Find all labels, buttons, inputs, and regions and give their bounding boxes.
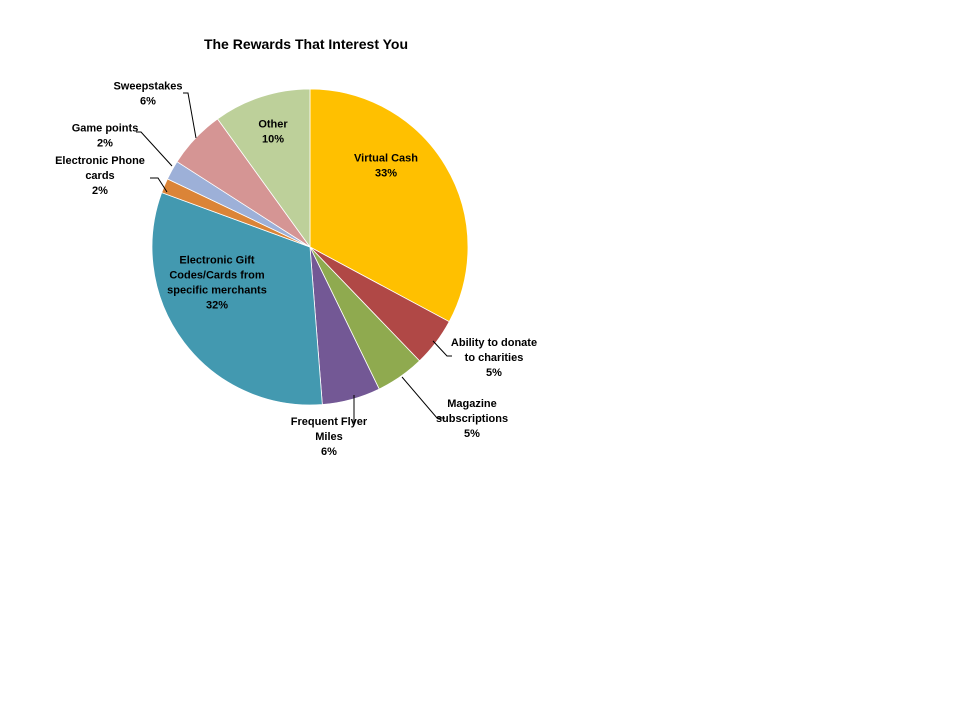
data-label-magazine-subscriptions: Magazine subscriptions 5% bbox=[436, 398, 508, 440]
data-label-frequent-flyer-miles: Frequent Flyer Miles 6% bbox=[291, 416, 368, 458]
slice-other bbox=[216, 88, 311, 249]
leader-line-game-points bbox=[136, 131, 173, 167]
slice-virtual-cash bbox=[309, 88, 469, 323]
data-label-electronic-phone-cards: Electronic Phone cards 2% bbox=[55, 155, 145, 197]
leader-line-sweepstakes bbox=[183, 92, 197, 139]
slice-electronic-gift-codes-cards-from-specific-merchants bbox=[151, 192, 323, 406]
leader-line-magazine-subscriptions bbox=[401, 376, 445, 419]
chart-title: The Rewards That Interest You bbox=[204, 36, 408, 52]
slice-labels: Virtual Cash 33% Ability to donate to chari… bbox=[55, 81, 537, 459]
data-label-sweepstakes: Sweepstakes 6% bbox=[113, 81, 182, 108]
data-label-ability-to-donate-to-charities: Ability to donate to charities 5% bbox=[451, 337, 537, 379]
data-label-other: Other 10% bbox=[258, 119, 288, 146]
data-label-game-points: Game points 2% bbox=[72, 123, 139, 150]
data-label-electronic-gift-codes-cards-from-specific-merchants: Electronic Gift Codes/Cards from specific … bbox=[167, 255, 267, 312]
leader-lines bbox=[136, 92, 452, 423]
pie-slices bbox=[151, 88, 469, 406]
leader-line-electronic-phone-cards bbox=[150, 177, 168, 193]
leader-line-ability-to-donate-to-charities bbox=[432, 340, 452, 357]
data-label-virtual-cash: Virtual Cash 33% bbox=[354, 153, 418, 180]
